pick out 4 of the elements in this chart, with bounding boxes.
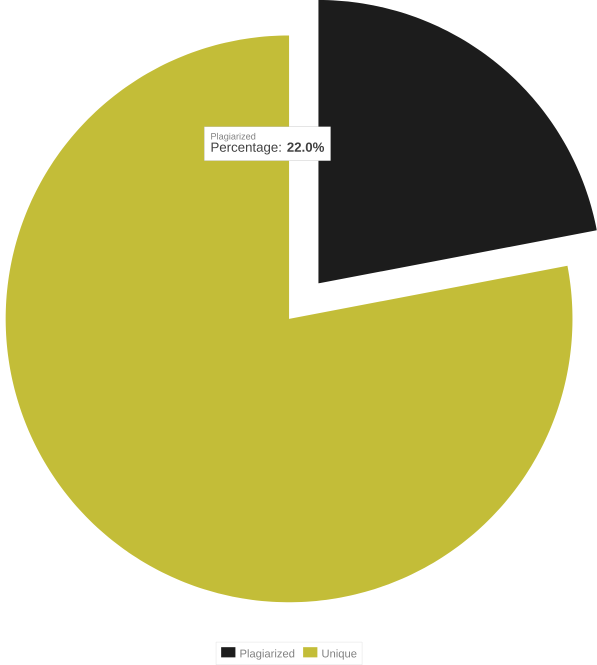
text: Plagiarized <box>211 132 256 142</box>
legend-label: Unique <box>322 649 357 660</box>
text: Percentage: 22.0% <box>212 142 324 154</box>
legend-label: Plagiarized <box>240 649 294 660</box>
